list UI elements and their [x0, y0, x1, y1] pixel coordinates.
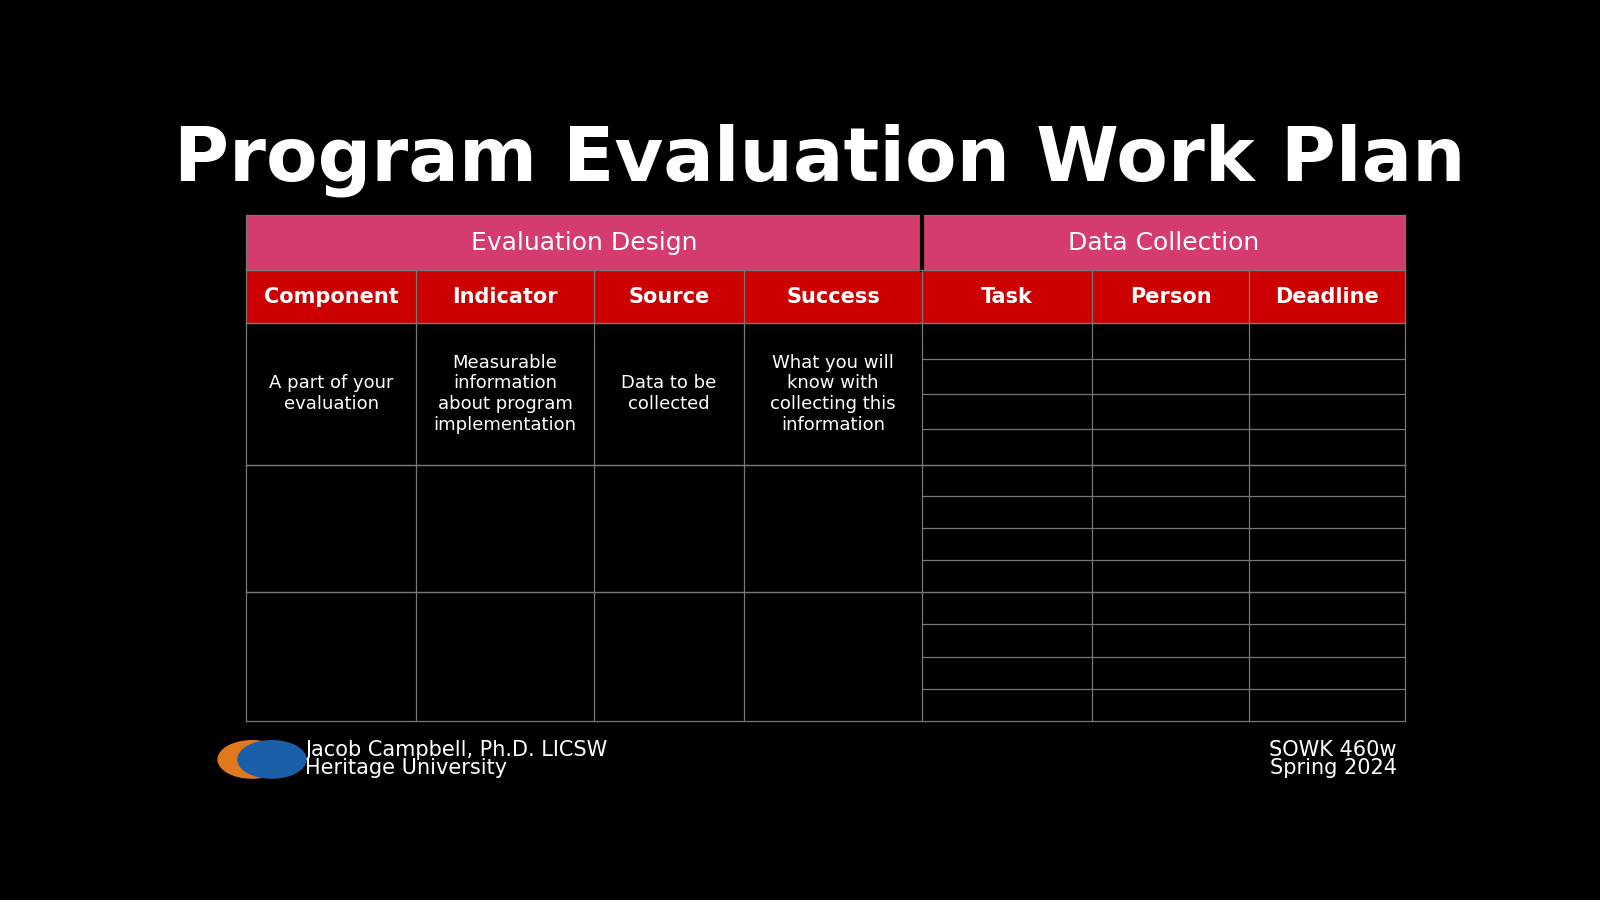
Bar [744, 270, 922, 323]
Text: Evaluation Design: Evaluation Design [470, 230, 698, 255]
Bar [246, 592, 1405, 721]
Bar [594, 270, 744, 323]
Bar [246, 270, 416, 323]
Circle shape [237, 740, 307, 778]
Bar [246, 464, 1405, 592]
Bar [922, 215, 1405, 270]
Bar [1093, 270, 1248, 323]
Text: Source: Source [629, 286, 710, 307]
Text: Jacob Campbell, Ph.D. LICSW: Jacob Campbell, Ph.D. LICSW [306, 741, 608, 760]
Text: Indicator: Indicator [453, 286, 558, 307]
Bar [246, 215, 922, 270]
Text: Data Collection: Data Collection [1067, 230, 1259, 255]
Bar [416, 270, 594, 323]
Text: A part of your
evaluation: A part of your evaluation [269, 374, 394, 413]
Text: Task: Task [981, 286, 1034, 307]
Text: Person: Person [1130, 286, 1211, 307]
Text: SOWK 460w: SOWK 460w [1269, 741, 1397, 760]
Text: What you will
know with
collecting this
information: What you will know with collecting this … [770, 354, 896, 434]
Circle shape [218, 740, 286, 778]
Text: Program Evaluation Work Plan: Program Evaluation Work Plan [174, 123, 1466, 197]
Bar [922, 270, 1093, 323]
Text: Data to be
collected: Data to be collected [621, 374, 717, 413]
Text: Deadline: Deadline [1275, 286, 1379, 307]
Text: Spring 2024: Spring 2024 [1270, 759, 1397, 778]
Text: Measurable
information
about program
implementation: Measurable information about program imp… [434, 354, 576, 434]
Text: Success: Success [786, 286, 880, 307]
Text: Heritage University: Heritage University [306, 759, 507, 778]
Bar [246, 323, 1405, 464]
Bar [1248, 270, 1405, 323]
Text: Component: Component [264, 286, 398, 307]
